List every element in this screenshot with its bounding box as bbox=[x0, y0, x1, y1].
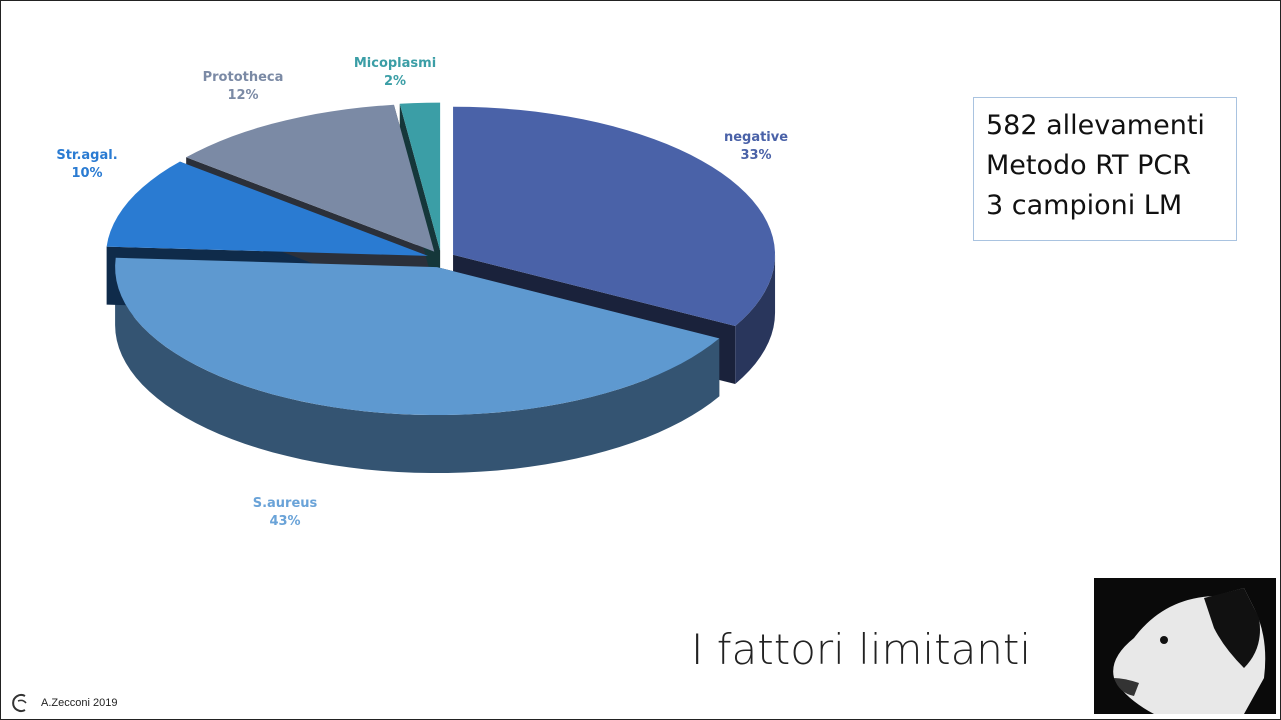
slice-value-label: 10% bbox=[71, 166, 102, 181]
slice bbox=[186, 104, 435, 252]
slice bbox=[453, 106, 776, 327]
logo bbox=[12, 694, 27, 712]
slice bbox=[115, 257, 720, 416]
slice-label: Micoplasmi bbox=[354, 56, 436, 71]
cow-image bbox=[1094, 578, 1276, 714]
slice-label: S.aureus bbox=[253, 496, 318, 511]
slice-tops bbox=[106, 102, 776, 416]
slice bbox=[106, 161, 428, 256]
footer: A.Zecconi 2019 bbox=[41, 697, 118, 709]
slice-label: negative bbox=[724, 130, 788, 145]
note-line: 3 campioni LM bbox=[986, 190, 1183, 221]
slice-value-label: 2% bbox=[384, 74, 406, 89]
slice-label: Str.agal. bbox=[56, 148, 117, 163]
slice bbox=[399, 102, 441, 251]
slice-side bbox=[735, 254, 776, 385]
note-box: 582 allevamenti Metodo RT PCR 3 campioni… bbox=[973, 97, 1237, 241]
slide-title: I fattori limitanti bbox=[691, 625, 1032, 674]
note-line: 582 allevamenti bbox=[986, 110, 1205, 141]
slice-side bbox=[115, 267, 720, 474]
slice-value-label: 12% bbox=[227, 88, 258, 103]
slice-value-label: 43% bbox=[269, 514, 300, 529]
slice-value-label: 33% bbox=[740, 148, 771, 163]
note-line: Metodo RT PCR bbox=[986, 150, 1192, 181]
slice-label: Prototheca bbox=[203, 70, 284, 85]
